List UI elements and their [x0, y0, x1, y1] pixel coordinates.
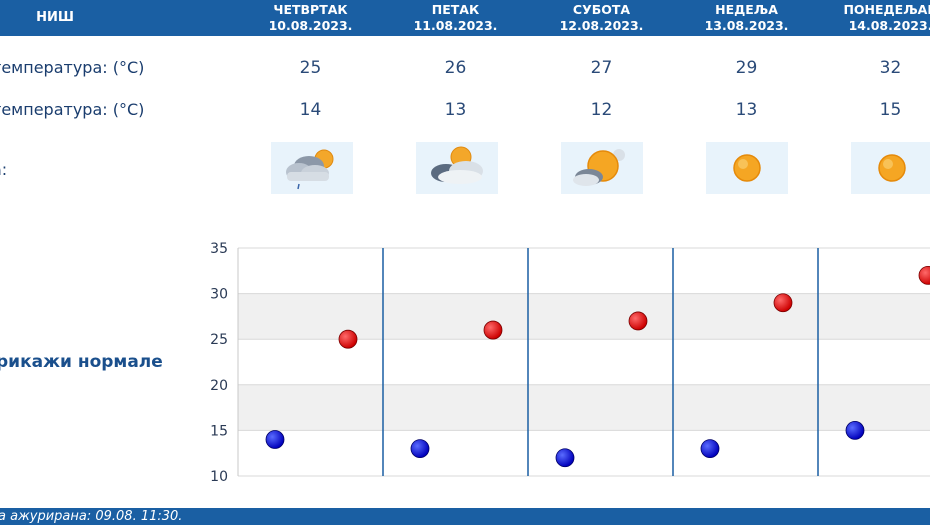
- min-temp-point: [410, 439, 430, 459]
- max-temp-cell: 32: [879, 58, 902, 78]
- show-normals-link[interactable]: рикажи нормале: [0, 352, 163, 372]
- max-temp-point: [338, 329, 358, 349]
- y-tick-label: 10: [210, 469, 228, 485]
- day-date: 11.08.2023.: [413, 18, 498, 33]
- cloud-sun-rain-icon: [271, 142, 353, 194]
- min-temp-cell: 13: [735, 100, 758, 120]
- y-tick-label: 25: [210, 332, 228, 348]
- day-name: ЧЕТВРТАК: [273, 2, 348, 17]
- day-date: 12.08.2023.: [559, 18, 644, 33]
- sun-cloud-icon: [561, 142, 643, 194]
- max-temp-label: температура: (°C): [0, 58, 145, 77]
- min-temp-point: [555, 448, 575, 468]
- min-temp-cell: 12: [590, 100, 613, 120]
- min-temp-cell: 15: [879, 100, 902, 120]
- day-header-2: СУБОТА 12.08.2023.: [529, 2, 674, 34]
- min-temp-point: [845, 420, 865, 440]
- max-temp-point: [773, 293, 793, 313]
- day-header-1: ПЕТАК 11.08.2023.: [383, 2, 528, 34]
- day-date: 14.08.2023.: [848, 18, 930, 33]
- max-temp-point: [918, 265, 930, 285]
- max-temp-point: [483, 320, 503, 340]
- min-temp-point: [700, 439, 720, 459]
- min-temp-cell: 14: [299, 100, 322, 120]
- y-tick-label: 30: [210, 287, 228, 303]
- city-name: НИШ: [36, 10, 74, 25]
- day-name: НЕДЕЉА: [715, 2, 778, 17]
- footer-bar: а ажурирана: 09.08. 11:30.: [0, 508, 930, 525]
- min-temp-label: температура: (°C): [0, 100, 145, 119]
- y-tick-label: 15: [210, 423, 228, 439]
- day-header-4: ПОНЕДЕЉАК 14.08.2023.: [818, 2, 930, 34]
- sun-icon: [851, 142, 930, 194]
- max-temp-cell: 29: [735, 58, 758, 78]
- min-temp-cell: 13: [444, 100, 467, 120]
- day-name: ПЕТАК: [431, 2, 480, 17]
- y-tick-label: 35: [210, 241, 228, 257]
- forecast-header: НИШ ЧЕТВРТАК 10.08.2023. ПЕТАК 11.08.202…: [0, 0, 930, 36]
- min-temp-point: [265, 430, 285, 449]
- day-header-0: ЧЕТВРТАК 10.08.2023.: [238, 2, 383, 34]
- sun-icon: [706, 142, 788, 194]
- day-date: 10.08.2023.: [268, 18, 353, 33]
- max-temp-point: [628, 311, 648, 331]
- cloud-sun-icon: [416, 142, 498, 194]
- weather-label: а:: [0, 160, 8, 179]
- grid-band: [238, 384, 930, 431]
- day-header-3: НЕДЕЉА 13.08.2023.: [674, 2, 819, 34]
- max-temp-cell: 26: [444, 58, 467, 78]
- max-temp-cell: 27: [590, 58, 613, 78]
- grid-band: [238, 293, 930, 340]
- day-date: 13.08.2023.: [704, 18, 789, 33]
- max-temp-cell: 25: [299, 58, 322, 78]
- day-name: ПОНЕДЕЉАК: [843, 2, 930, 17]
- y-tick-label: 20: [210, 378, 228, 394]
- last-updated-text: а ажурирана: 09.08. 11:30.: [0, 509, 183, 524]
- day-name: СУБОТА: [572, 2, 631, 17]
